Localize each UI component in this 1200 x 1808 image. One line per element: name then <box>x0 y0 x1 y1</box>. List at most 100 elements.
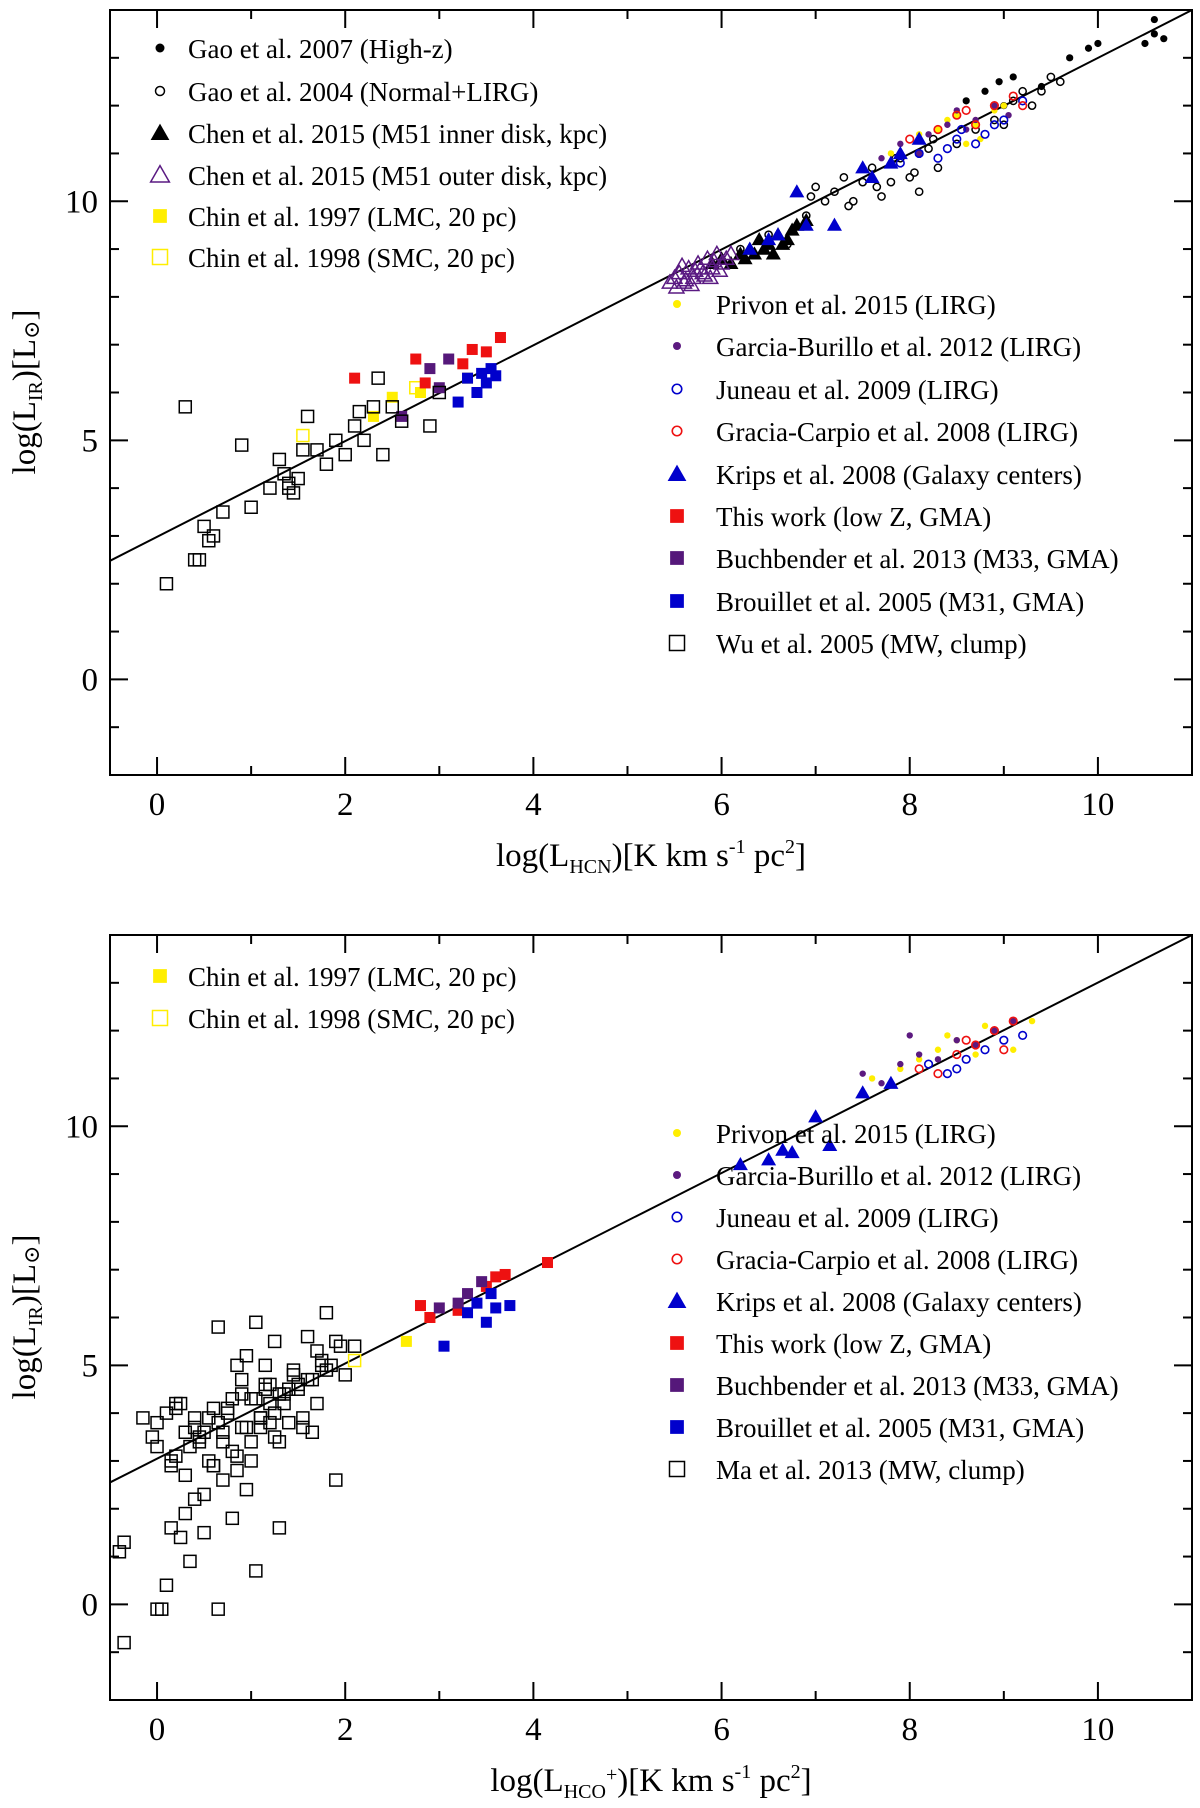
data-point <box>480 377 492 389</box>
data-point <box>914 148 924 159</box>
data-point <box>765 246 781 260</box>
data-point <box>159 1578 174 1592</box>
data-point <box>480 346 492 358</box>
data-point <box>751 232 767 246</box>
data-point <box>972 1041 979 1049</box>
panel-bottom-hcoplus: 0 2 4 6 8 10 0 5 10 Chin et al. 1997 (LMC, 20 pc… <box>7 934 1193 1803</box>
data-point <box>485 1288 497 1300</box>
data-point <box>811 182 821 192</box>
legend-label: Gao et al. 2007 (High-z) <box>188 34 453 64</box>
data-point <box>206 1458 221 1473</box>
legend-label: Juneau et al. 2009 (LIRG) <box>716 375 999 405</box>
data-point <box>291 1377 305 1392</box>
legend-label: Gao et al. 2004 (Normal+LIRG) <box>188 77 538 107</box>
markers-bottom <box>112 1016 1036 1650</box>
data-point <box>952 134 962 144</box>
data-point <box>1018 1030 1028 1041</box>
data-point <box>677 271 695 287</box>
data-point <box>872 182 882 192</box>
legend-marker <box>671 425 683 437</box>
legend-marker <box>668 634 686 652</box>
data-point <box>980 129 990 139</box>
legend-marker <box>667 464 687 482</box>
data-point <box>970 139 981 149</box>
data-point <box>267 1334 282 1349</box>
data-point <box>1018 101 1028 111</box>
data-point <box>234 438 249 452</box>
legend-marker <box>673 300 681 308</box>
ticks-top: 0 2 4 6 8 10 0 5 10 <box>65 10 1192 823</box>
data-point <box>234 1372 249 1387</box>
data-point <box>187 1411 202 1425</box>
data-point <box>423 419 437 433</box>
data-point <box>216 505 230 519</box>
data-point <box>178 1425 193 1439</box>
legend-label: Chin et al. 1997 (LMC, 20 pc) <box>188 962 516 992</box>
legend-label: Brouillet et al. 2005 (M31, GMA) <box>716 587 1084 617</box>
data-point <box>376 447 390 462</box>
x-axis-title-top: log(LHCN)[K km s-1 pc2] <box>496 836 806 878</box>
data-point <box>352 404 367 419</box>
legend-label: Garcia-Burillo et al. 2012 (LIRG) <box>716 1161 1081 1191</box>
data-point <box>944 121 951 128</box>
legend-label: Krips et al. 2008 (Galaxy centers) <box>716 460 1082 490</box>
data-point <box>717 249 736 265</box>
data-point <box>1066 54 1074 62</box>
data-point <box>895 158 905 168</box>
legend-marker <box>671 383 683 395</box>
data-point <box>980 1045 990 1055</box>
data-point <box>905 134 915 144</box>
data-point <box>710 261 729 277</box>
data-point <box>859 1070 866 1077</box>
data-point <box>244 1454 258 1468</box>
data-point <box>286 1363 301 1377</box>
legend-label: Krips et al. 2008 (Galaxy centers) <box>716 1287 1082 1317</box>
y-tick-label: 10 <box>65 184 98 220</box>
data-point <box>999 1045 1009 1055</box>
ticks-bottom: 0 2 4 6 8 10 0 5 10 <box>65 935 1192 1748</box>
data-point <box>952 1049 962 1060</box>
data-point <box>989 101 1000 111</box>
data-point <box>225 1511 240 1526</box>
data-point <box>244 500 258 514</box>
data-point <box>933 163 943 173</box>
data-point <box>282 481 296 495</box>
data-point <box>934 1056 942 1063</box>
data-point <box>1046 72 1056 82</box>
data-point <box>286 1368 301 1382</box>
legend-marker <box>150 123 170 141</box>
data-point <box>234 1420 249 1435</box>
legend-label: Wu et al. 2005 (MW, clump) <box>716 629 1027 659</box>
data-point <box>490 1302 502 1314</box>
data-point <box>296 1411 310 1425</box>
data-point <box>164 1521 178 1535</box>
data-point <box>244 1435 258 1449</box>
data-point <box>230 1449 244 1463</box>
data-point <box>911 131 927 145</box>
legend-marker <box>671 1211 683 1223</box>
data-point <box>277 1396 291 1411</box>
data-point <box>253 1420 268 1435</box>
data-point <box>253 1411 268 1425</box>
data-point <box>953 1036 960 1044</box>
data-point <box>173 1530 188 1545</box>
data-point <box>462 1307 474 1319</box>
data-point <box>206 1458 221 1473</box>
data-point <box>673 256 691 273</box>
data-point <box>249 1392 263 1406</box>
data-point <box>981 1022 989 1030</box>
data-point <box>692 259 710 275</box>
data-point <box>263 1396 277 1411</box>
data-point <box>164 1454 178 1468</box>
data-point <box>808 1109 824 1123</box>
legend-label: Chin et al. 1998 (SMC, 20 pc) <box>188 1004 515 1034</box>
data-point <box>424 363 436 375</box>
data-point <box>892 145 908 160</box>
data-point <box>319 1363 334 1377</box>
data-point <box>300 1372 315 1387</box>
data-point <box>981 87 989 95</box>
data-point <box>784 1145 800 1159</box>
data-point <box>263 481 277 495</box>
data-point <box>192 553 207 567</box>
legend-label: This work (low Z, GMA) <box>716 1329 991 1359</box>
